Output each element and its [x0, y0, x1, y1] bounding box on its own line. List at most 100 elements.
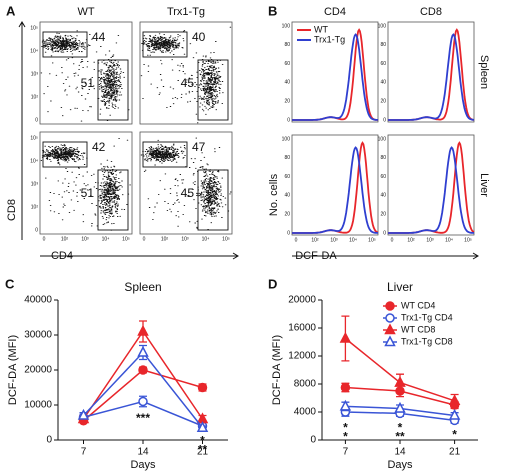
y-tick-label: 16000 — [288, 323, 316, 334]
legend-marker — [384, 323, 396, 335]
y-tick-label: 20000 — [24, 365, 52, 376]
y-tick-label: 8000 — [294, 379, 317, 390]
y-tick-label: 10² — [31, 94, 39, 100]
x-tick-label: 0 — [43, 236, 46, 242]
x-tick-label: 10² — [61, 236, 69, 242]
significance-mark: * — [343, 429, 348, 443]
y-tick-label: 20 — [380, 212, 386, 218]
histogram-curve — [292, 146, 379, 234]
panel-label: B — [268, 3, 277, 18]
dot-plot-frame — [139, 131, 233, 235]
y-tick-label: 4000 — [294, 407, 317, 418]
x-tick-label: 14 — [137, 447, 149, 458]
legend-marker — [385, 301, 395, 311]
x-tick-label: 10⁴ — [445, 237, 453, 243]
column-header: Trx1-Tg — [167, 6, 205, 18]
y-tick-label: 100 — [282, 136, 291, 142]
y-tick-label: 60 — [380, 174, 386, 180]
x-tick-label: 10² — [161, 236, 169, 242]
x-tick-label: 21 — [449, 447, 461, 458]
arrow-head — [472, 252, 479, 260]
x-tick-label: 14 — [394, 447, 406, 458]
y-tick-label: 0 — [383, 230, 386, 236]
legend-label: Trx1-Tg — [314, 34, 345, 44]
x-axis-label: Days — [387, 459, 413, 471]
y-tick-label: 0 — [35, 227, 38, 233]
y-axis-label: DCF-DA (MFI) — [271, 335, 283, 405]
legend-label: WT — [314, 24, 328, 34]
y-tick-label: 80 — [380, 42, 386, 48]
scatter-events — [140, 137, 232, 230]
data-point — [394, 375, 406, 387]
significance-mark: *** — [136, 411, 150, 425]
y-tick-label: 40 — [284, 80, 290, 86]
histogram-frame — [291, 134, 379, 236]
y-tick-label: 10³ — [31, 181, 39, 187]
x-tick-label: 10⁵ — [122, 236, 130, 242]
y-axis-label: CD8 — [6, 199, 18, 221]
data-point — [339, 331, 352, 343]
data-point — [394, 401, 406, 413]
gate-percent: 47 — [192, 140, 206, 154]
x-axis-label: Days — [130, 459, 156, 471]
gate-percent: 51 — [81, 186, 95, 200]
row-label: Spleen — [478, 55, 490, 89]
y-tick-label: 40 — [380, 80, 386, 86]
x-tick-label: 10⁴ — [349, 237, 357, 243]
chart-title: Spleen — [124, 280, 161, 294]
legend-label: Trx1-Tg CD8 — [401, 336, 453, 346]
y-tick-label: 0 — [46, 435, 52, 446]
gate-percent: 45 — [181, 76, 195, 90]
significance-mark: * — [343, 420, 348, 434]
dot-plot-frame — [139, 21, 233, 125]
y-tick-label: 10000 — [24, 400, 52, 411]
data-point — [196, 421, 209, 432]
y-tick-label: 100 — [282, 23, 291, 29]
y-tick-label: 60 — [284, 61, 290, 67]
x-tick-label: 0 — [143, 236, 146, 242]
y-tick-label: 40 — [380, 193, 386, 199]
x-tick-label: 10⁵ — [368, 237, 376, 243]
histogram-frame — [387, 21, 475, 123]
y-tick-label: 10⁴ — [30, 48, 38, 54]
x-tick-label: 10³ — [181, 236, 189, 242]
x-tick-label: 10³ — [426, 237, 434, 243]
y-tick-label: 10⁵ — [30, 135, 38, 141]
gate — [42, 141, 88, 168]
row-label: Liver — [478, 173, 490, 197]
panel-label: D — [268, 276, 277, 291]
column-header: WT — [77, 6, 94, 18]
significance-mark: ** — [395, 429, 405, 443]
gate — [97, 169, 129, 231]
scatter-events — [40, 138, 131, 231]
gate-percent: 45 — [181, 186, 195, 200]
y-tick-label: 10⁴ — [30, 158, 38, 164]
x-tick-label: 10⁵ — [222, 236, 230, 242]
y-tick-label: 20 — [380, 99, 386, 105]
gate — [142, 141, 188, 168]
y-tick-label: 20 — [284, 212, 290, 218]
x-tick-label: 10² — [407, 237, 415, 243]
chart-title: Liver — [387, 280, 413, 294]
data-point — [77, 408, 90, 420]
data-point — [138, 365, 148, 375]
gate — [97, 59, 129, 121]
arrow-head — [232, 252, 239, 260]
y-tick-label: 80 — [284, 155, 290, 161]
y-tick-label: 12000 — [288, 351, 316, 362]
significance-mark: * — [452, 427, 457, 441]
x-tick-label: 0 — [295, 237, 298, 243]
data-point — [138, 396, 148, 407]
y-tick-label: 0 — [310, 435, 316, 446]
panel-label: C — [5, 276, 15, 291]
legend-marker — [385, 313, 395, 323]
gate-percent: 40 — [192, 30, 206, 44]
y-tick-label: 40000 — [24, 295, 52, 306]
column-header: CD8 — [420, 6, 442, 18]
x-tick-label: 10³ — [330, 237, 338, 243]
gate — [42, 31, 88, 58]
x-tick-label: 10⁵ — [464, 237, 472, 243]
y-tick-label: 60 — [380, 61, 386, 67]
significance-mark: * — [200, 434, 205, 448]
